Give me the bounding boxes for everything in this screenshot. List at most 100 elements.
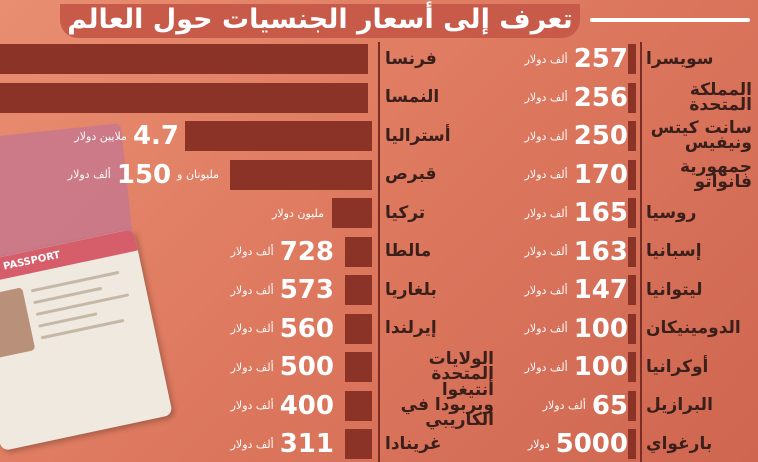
price-number: 165	[573, 198, 628, 228]
price-number: 257	[573, 44, 628, 74]
country-name: غرينادا	[385, 433, 442, 454]
country-name: البرازيل	[646, 395, 713, 415]
price-unit: ألف دولار	[524, 129, 568, 143]
price-marker	[628, 275, 636, 305]
price-unit-prefix: مليونان و	[177, 168, 219, 181]
price-value: ألف دولار 311	[0, 427, 334, 461]
country-name: روسيا	[646, 202, 697, 223]
price-value: ألف دولار 500	[0, 350, 334, 384]
price-unit: ألف دولار	[230, 322, 274, 335]
price-marker	[628, 121, 636, 151]
price-value: ألف دولار 400	[0, 389, 334, 423]
price-value: ألف دولار 250	[510, 119, 628, 153]
price-value: ألف دولار 728	[0, 235, 334, 269]
title-banner	[60, 4, 580, 38]
price-unit: ألف دولار	[230, 399, 274, 412]
price-bar	[332, 198, 372, 228]
price-bar	[185, 121, 372, 151]
price-number: 5000	[555, 429, 628, 459]
price-value: ألف دولار 150 مليونان و	[0, 158, 219, 192]
price-unit: ألف دولار	[524, 168, 568, 181]
price-number: 250	[573, 121, 628, 151]
country-name: المملكة المتحدة	[689, 79, 752, 115]
price-value: دولار 5000	[510, 427, 628, 461]
price-bar	[345, 236, 372, 267]
price-value: ألف دولار 256	[510, 81, 628, 115]
price-number: 256	[573, 82, 628, 113]
price-number: 728	[279, 236, 334, 267]
price-unit: دولار	[527, 437, 550, 451]
country-name: الولايات المتحدة	[428, 349, 494, 384]
price-number: 150	[116, 159, 172, 190]
price-value: ألف دولار 257	[510, 42, 628, 76]
country-name: أستراليا	[385, 125, 451, 146]
price-value: مليون دولار	[0, 196, 324, 230]
price-value: ألف دولار 100	[510, 312, 628, 346]
country-name: جمهورية فانواتو	[679, 156, 752, 192]
price-bar	[345, 352, 372, 382]
price-marker	[628, 82, 636, 113]
price-number: 163	[573, 236, 628, 267]
country-name: ليتوانيا	[646, 279, 703, 300]
price-unit: ألف دولار	[524, 52, 568, 66]
price-number: 573	[279, 275, 334, 305]
price-marker	[628, 313, 636, 344]
country-name: سويسرا	[646, 48, 714, 69]
price-unit: ألف دولار	[524, 206, 568, 220]
price-unit: ملايين دولار	[74, 129, 127, 143]
price-marker	[628, 429, 636, 459]
country-name: فرنسا	[385, 48, 437, 69]
price-value: ألف دولار 65	[510, 389, 628, 423]
price-value: ألف دولار 163	[510, 235, 628, 269]
price-marker	[628, 159, 636, 190]
price-unit: ألف دولار	[524, 91, 568, 104]
price-marker	[628, 390, 636, 421]
right-divider	[640, 42, 642, 462]
price-number: 560	[279, 313, 334, 344]
price-unit: ألف دولار	[524, 322, 568, 335]
country-name: أوكرانيا	[646, 356, 709, 377]
price-value: ألف دولار 165	[510, 196, 628, 230]
price-value: ألف دولار 100	[510, 350, 628, 384]
country-name: النمسا	[385, 87, 440, 107]
country-name: مالطا	[385, 241, 432, 261]
price-unit: ألف دولار	[230, 360, 274, 374]
price-bar	[345, 275, 372, 305]
price-number: 400	[279, 390, 334, 421]
country-name: إيرلندا	[385, 318, 437, 338]
price-unit: ألف دولار	[230, 437, 274, 451]
country-name: إسبانيا	[646, 241, 702, 261]
price-number: 65	[591, 390, 628, 421]
price-bar	[230, 159, 372, 190]
country-name: سانت كيتس ونيفيس	[650, 118, 752, 153]
price-value: ألف دولار 170	[510, 158, 628, 192]
price-number: 100	[573, 313, 628, 344]
country-name: أنتيغوا وبربودا في الكاريبي	[400, 380, 494, 430]
price-marker	[628, 352, 636, 382]
price-unit: ألف دولار	[524, 360, 568, 374]
price-value: ألف دولار 147	[510, 273, 628, 307]
price-value: ألف دولار 560	[0, 312, 334, 346]
page-title: تعرف إلى أسعار الجنسيات حول العالم	[67, 3, 573, 35]
price-marker	[628, 236, 636, 267]
price-unit: مليون دولار	[272, 206, 324, 220]
price-unit: ألف دولار	[524, 245, 568, 258]
country-name: بلغاريا	[385, 279, 437, 300]
left-divider	[378, 42, 380, 462]
price-number: 311	[279, 429, 334, 459]
price-bar	[345, 313, 372, 344]
price-unit: ألف دولار	[524, 283, 568, 297]
price-number: 147	[573, 275, 628, 305]
country-name: بارغواي	[646, 433, 713, 454]
price-unit: ألف دولار	[542, 399, 586, 412]
price-bar	[0, 82, 368, 113]
price-number: 500	[279, 352, 334, 382]
price-unit: ألف دولار	[67, 168, 111, 181]
price-value: ملايين دولار 4.7	[0, 119, 179, 153]
price-marker	[628, 44, 636, 74]
price-bar	[345, 429, 372, 459]
country-name: قبرص	[385, 164, 437, 184]
price-number: 4.7	[132, 121, 179, 151]
price-unit: ألف دولار	[230, 283, 274, 297]
price-bar	[0, 44, 368, 74]
